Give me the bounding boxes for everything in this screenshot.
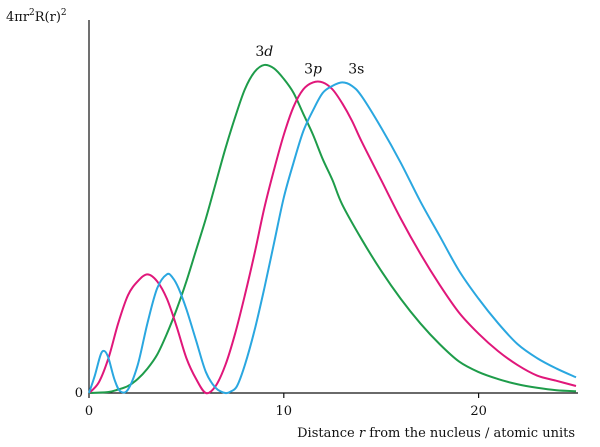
series-line-3p [88,80,577,395]
series-line-3d [88,63,577,394]
y-tick-label: 0 [75,386,83,401]
series-line-3s [88,81,577,395]
series-label-3d: 3d [255,44,273,60]
x-tick-label: 0 [85,404,93,419]
x-axis-label: Distance r from the nucleus / atomic uni… [297,426,575,441]
x-tick-label: 20 [470,404,487,419]
series-label-3s: 3s [348,61,364,77]
y-axis-label: 4πr2R(r)2 [6,8,67,25]
x-tick-label: 10 [276,404,293,419]
series-label-3p: 3p [304,61,322,77]
